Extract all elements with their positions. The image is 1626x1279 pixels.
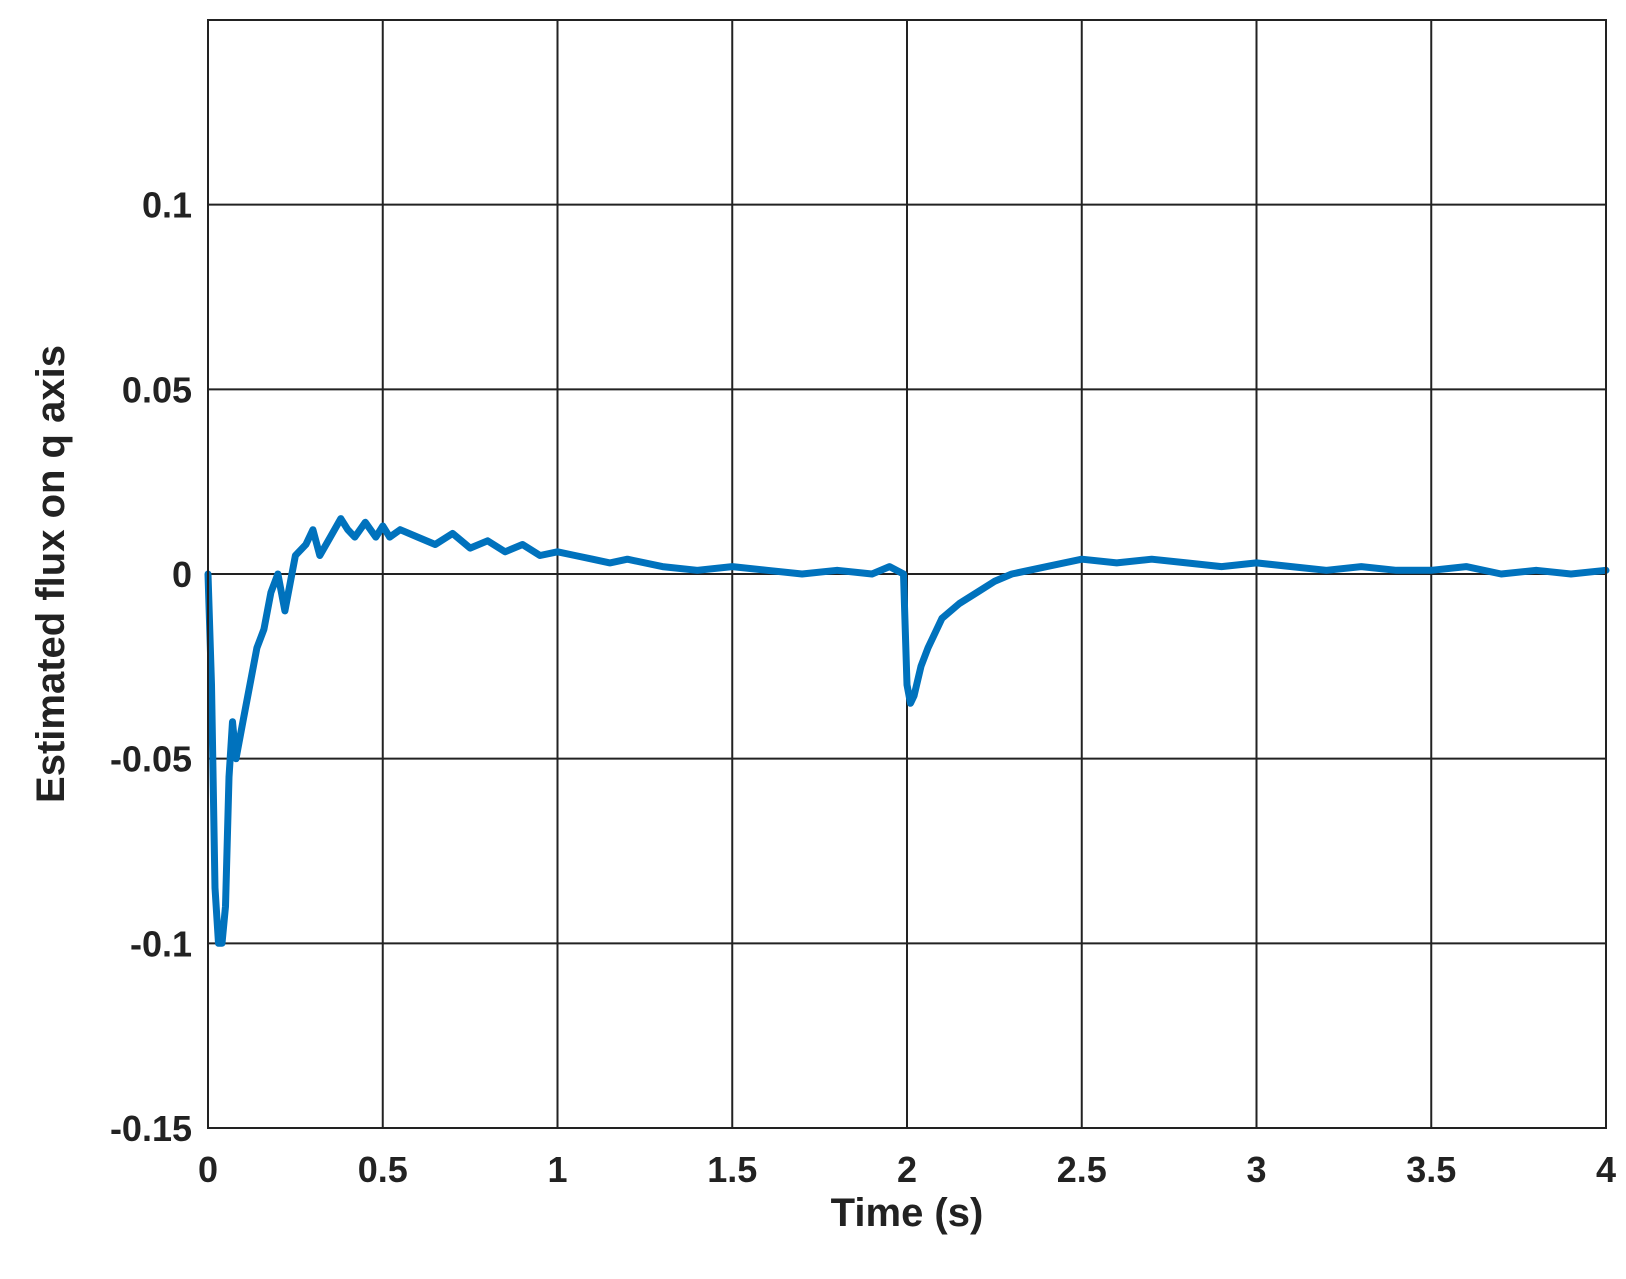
x-tick-label: 0: [198, 1149, 218, 1190]
y-tick-label: -0.1: [130, 923, 192, 964]
series-line: [204, 515, 1610, 947]
x-tick-label: 4: [1596, 1149, 1616, 1190]
x-tick-label: 3: [1246, 1149, 1266, 1190]
x-tick-label: 1.5: [707, 1149, 757, 1190]
y-tick-label: -0.15: [110, 1108, 192, 1149]
y-tick-labels: -0.15 -0.1 -0.05 0 0.05 0.1: [110, 185, 192, 1149]
x-tick-label: 2.5: [1057, 1149, 1107, 1190]
x-tick-labels: 0 0.5 1 1.5 2 2.5 3 3.5 4: [198, 1149, 1616, 1190]
x-axis-label: Time (s): [831, 1191, 984, 1235]
y-tick-label: 0.05: [122, 369, 192, 410]
y-axis-label: Estimated flux on q axis: [29, 345, 73, 803]
x-tick-label: 1: [547, 1149, 567, 1190]
x-tick-label: 3.5: [1406, 1149, 1456, 1190]
series-layer: [204, 515, 1610, 947]
x-tick-label: 2: [897, 1149, 917, 1190]
x-tick-label: 0.5: [358, 1149, 408, 1190]
plot-frame: [207, 19, 1607, 1129]
y-tick-label: 0: [172, 554, 192, 595]
y-tick-label: -0.05: [110, 739, 192, 780]
y-tick-label: 0.1: [142, 185, 192, 226]
